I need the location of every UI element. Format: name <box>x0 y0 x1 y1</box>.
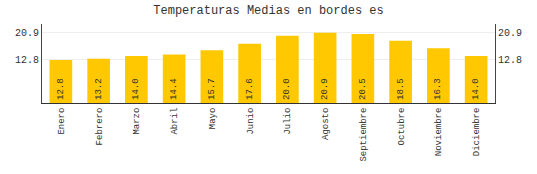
svg-text:14.0: 14.0 <box>471 78 481 100</box>
svg-text:14.0: 14.0 <box>131 78 141 100</box>
svg-text:Marzo: Marzo <box>132 108 142 135</box>
svg-text:15.7: 15.7 <box>207 78 217 100</box>
svg-text:20.9: 20.9 <box>320 78 330 100</box>
svg-text:20.0: 20.0 <box>282 78 292 100</box>
svg-text:Mayo: Mayo <box>208 108 218 130</box>
svg-text:20.9: 20.9 <box>498 28 522 39</box>
svg-text:Octubre: Octubre <box>397 108 407 146</box>
svg-text:Abril: Abril <box>170 108 180 135</box>
svg-text:17.6: 17.6 <box>245 78 255 100</box>
svg-text:20.9: 20.9 <box>15 28 39 39</box>
svg-text:13.2: 13.2 <box>94 78 104 100</box>
svg-text:Febrero: Febrero <box>95 108 105 146</box>
svg-text:18.5: 18.5 <box>396 78 406 100</box>
svg-text:Temperaturas Medias en bordes: Temperaturas Medias en bordes es <box>153 4 383 18</box>
svg-text:Junio: Junio <box>246 108 256 135</box>
svg-text:20.5: 20.5 <box>358 78 368 100</box>
svg-text:Diciembre: Diciembre <box>472 108 482 157</box>
svg-text:12.8: 12.8 <box>56 78 66 100</box>
svg-text:12.8: 12.8 <box>498 55 522 66</box>
svg-text:Agosto: Agosto <box>321 108 331 140</box>
svg-text:Julio: Julio <box>283 108 293 135</box>
svg-text:14.4: 14.4 <box>169 78 179 100</box>
svg-text:Noviembre: Noviembre <box>434 108 444 157</box>
svg-text:16.3: 16.3 <box>433 78 443 100</box>
svg-text:Enero: Enero <box>57 108 67 135</box>
svg-text:12.8: 12.8 <box>15 55 39 66</box>
svg-text:Septiembre: Septiembre <box>359 108 369 162</box>
